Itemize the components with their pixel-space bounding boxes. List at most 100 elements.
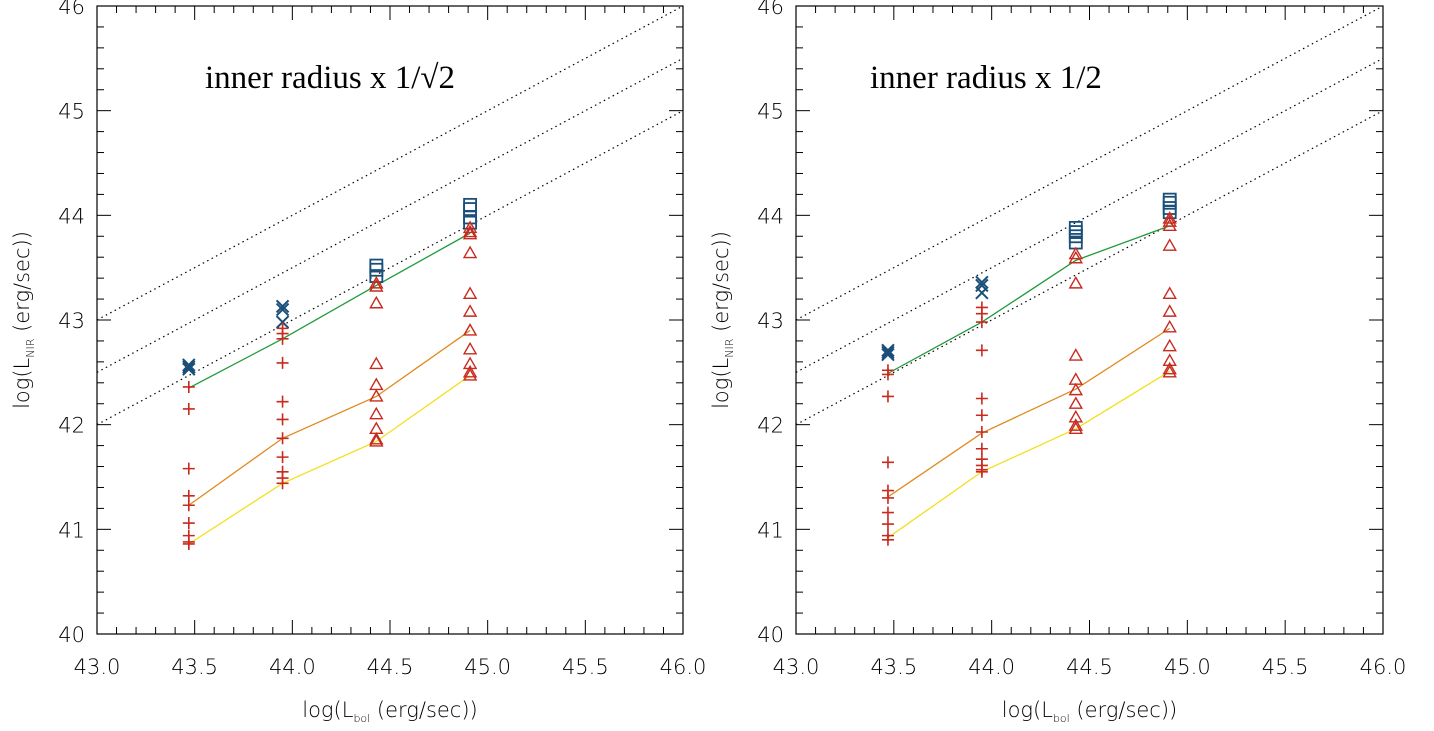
plus-marker	[881, 533, 894, 546]
plus-marker	[276, 356, 289, 369]
plus-marker	[975, 465, 988, 478]
x-tick-label: 46.0	[660, 655, 707, 679]
plus-marker	[881, 518, 894, 531]
triangle-marker	[462, 220, 478, 234]
x-tick-label: 44.5	[1066, 655, 1113, 679]
y-tick-label: 43	[757, 309, 784, 333]
x-marker	[275, 302, 290, 317]
triangle-marker	[1162, 211, 1177, 224]
plus-marker	[276, 332, 289, 345]
plus-marker	[276, 413, 289, 426]
x-marker	[182, 358, 196, 372]
x-tick-label: 43.5	[870, 655, 917, 679]
chart-panel-2: 43.0 43.5 44.0 44.5 45.0 45.5 46.0 40 41 42 43 44 45…	[709, 0, 1406, 725]
plus-marker	[975, 316, 988, 329]
x-marker	[275, 299, 290, 314]
trend-line-3	[887, 370, 1171, 539]
square-marker	[369, 269, 384, 283]
x-tick-label: 44.5	[367, 655, 414, 679]
y-tick-label: 41	[58, 518, 85, 542]
triangle-marker	[1162, 286, 1177, 300]
triangle-marker	[369, 406, 384, 420]
plus-marker	[881, 491, 894, 504]
x-marker	[881, 343, 895, 358]
y-tick-label: 42	[757, 414, 784, 438]
plus-marker	[881, 506, 894, 519]
x-axis-label-subscript: bol	[1053, 712, 1070, 725]
trend-line-2	[887, 327, 1171, 498]
reference-line-3	[97, 110, 683, 426]
chart-panel-1: 43.0 43.5 44.0 44.5 45.0 45.5 46.0 40 41 42 43 44 45…	[10, 0, 706, 725]
y-tick-label: 41	[757, 518, 784, 542]
plus-marker	[881, 390, 894, 403]
y-tick-label: 42	[58, 414, 85, 438]
x-tick-label: 43.0	[74, 655, 121, 679]
reference-line-1	[796, 6, 1383, 321]
y-axis-label-main: log(L	[709, 357, 733, 408]
x-axis-label: log(Lbol (erg/sec))	[302, 698, 478, 725]
plus-marker	[182, 380, 195, 393]
triangle-marker	[1068, 275, 1084, 289]
triangle-marker	[369, 434, 384, 447]
y-tick-label: 46	[757, 0, 784, 19]
triangle-marker	[1162, 319, 1177, 333]
plus-marker	[276, 432, 289, 445]
y-axis-label: log(LNIR (erg/sec))	[709, 231, 736, 409]
chart-title-text: inner radius x 1/2	[870, 60, 1102, 96]
triangle-marker	[1162, 218, 1177, 231]
plus-marker	[881, 368, 894, 381]
trend-line-3	[188, 374, 471, 545]
triangle-marker	[1068, 246, 1084, 260]
plot-frame	[96, 5, 684, 635]
x-marker	[881, 347, 895, 362]
triangle-marker	[1068, 348, 1084, 361]
triangle-marker	[1068, 396, 1084, 409]
y-tick-label: 45	[58, 100, 85, 124]
x-marker	[881, 345, 895, 360]
x-tick-label: 44.0	[269, 655, 316, 679]
plus-marker	[182, 462, 195, 475]
triangle-marker	[462, 323, 478, 336]
plus-marker	[975, 344, 988, 357]
x-marker	[975, 275, 989, 290]
reference-line-3	[796, 110, 1383, 426]
plus-marker	[182, 402, 195, 415]
chart-title: inner radius x 1/√2	[205, 60, 455, 96]
triangle-marker	[1162, 238, 1177, 251]
plus-marker	[276, 477, 289, 490]
triangle-marker	[369, 279, 384, 292]
triangle-marker	[462, 224, 478, 238]
x-tick-label: 45.5	[1262, 655, 1309, 679]
square-marker	[1162, 192, 1177, 207]
y-axis-label-subscript: NIR	[24, 338, 37, 357]
triangle-marker	[462, 364, 478, 378]
plus-marker	[975, 409, 988, 422]
plus-marker	[975, 425, 988, 438]
y-tick-label: 45	[757, 100, 784, 124]
triangle-marker	[1162, 364, 1177, 378]
y-tick-label: 40	[58, 623, 85, 647]
chart-title: inner radius x 1/2	[870, 60, 1102, 96]
x-axis-label-main: log(L	[1002, 698, 1053, 722]
square-marker	[1162, 205, 1177, 220]
x-marker	[182, 362, 196, 376]
reference-line-1	[97, 6, 683, 321]
triangle-marker	[462, 286, 478, 300]
reference-line-2	[97, 57, 683, 373]
x-marker	[275, 315, 290, 329]
chart-title-text: inner radius x 1/	[205, 60, 421, 96]
square-marker	[463, 197, 477, 212]
x-tick-label: 44.0	[968, 655, 1015, 679]
plus-marker	[975, 392, 988, 405]
triangle-marker	[1068, 250, 1084, 264]
trend-line-1	[188, 232, 471, 389]
x-axis-label-tail: (erg/sec))	[370, 698, 478, 722]
y-axis-label: log(LNIR (erg/sec))	[10, 231, 37, 409]
plus-marker	[276, 451, 289, 464]
triangle-marker	[369, 431, 384, 445]
triangle-marker	[1162, 304, 1177, 317]
y-tick-label: 44	[58, 204, 85, 228]
trend-line-1	[887, 225, 1170, 374]
y-axis-label-subscript: NIR	[723, 338, 736, 357]
